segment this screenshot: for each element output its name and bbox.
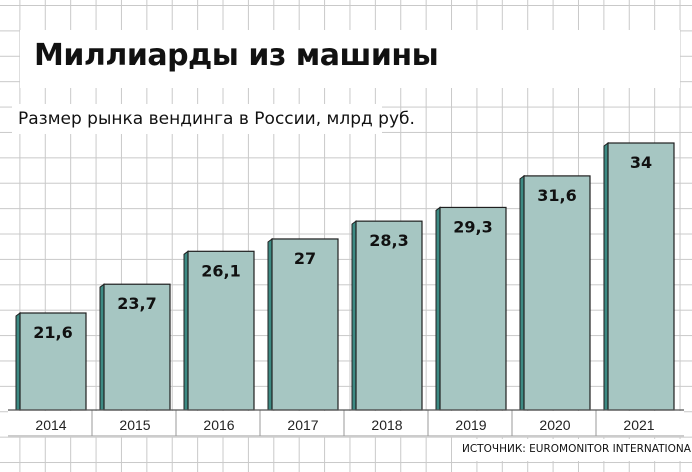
x-tick-label: 2021 bbox=[623, 417, 654, 433]
bar bbox=[355, 220, 423, 411]
bar-value-label: 31,6 bbox=[537, 186, 576, 205]
bar-side bbox=[267, 237, 273, 411]
bar-value-label: 27 bbox=[294, 249, 316, 268]
chart-subtitle: Размер рынка вендинга в России, млрд руб… bbox=[18, 109, 415, 129]
source-note: ИСТОЧНИК: EUROMONITOR INTERNATIONAL bbox=[462, 443, 692, 455]
bar-side bbox=[183, 250, 189, 411]
bar bbox=[271, 238, 339, 411]
bar-value-label: 29,3 bbox=[453, 217, 492, 236]
x-tick-label: 2016 bbox=[203, 417, 234, 433]
bar-side bbox=[435, 206, 441, 411]
bar bbox=[439, 206, 507, 411]
bar bbox=[187, 250, 255, 411]
bar-side bbox=[351, 220, 357, 411]
source-background bbox=[452, 439, 688, 461]
subtitle-background bbox=[12, 104, 382, 134]
bar-value-label: 28,3 bbox=[369, 231, 408, 250]
bar bbox=[523, 175, 591, 411]
bar-value-label: 26,1 bbox=[201, 261, 240, 280]
x-tick-label: 2014 bbox=[35, 417, 66, 433]
bar-value-label: 34 bbox=[630, 153, 652, 172]
x-tick-label: 2017 bbox=[287, 417, 318, 433]
x-tick-label: 2018 bbox=[371, 417, 402, 433]
bar bbox=[607, 142, 675, 411]
bar-value-label: 21,6 bbox=[33, 323, 72, 342]
title-background bbox=[20, 30, 680, 88]
x-tick-label: 2015 bbox=[119, 417, 150, 433]
x-axis-band bbox=[8, 411, 684, 437]
chart-title: Миллиарды из машины bbox=[34, 38, 439, 73]
bar-value-label: 23,7 bbox=[117, 294, 156, 313]
x-tick-label: 2020 bbox=[539, 417, 570, 433]
x-tick-label: 2019 bbox=[455, 417, 486, 433]
